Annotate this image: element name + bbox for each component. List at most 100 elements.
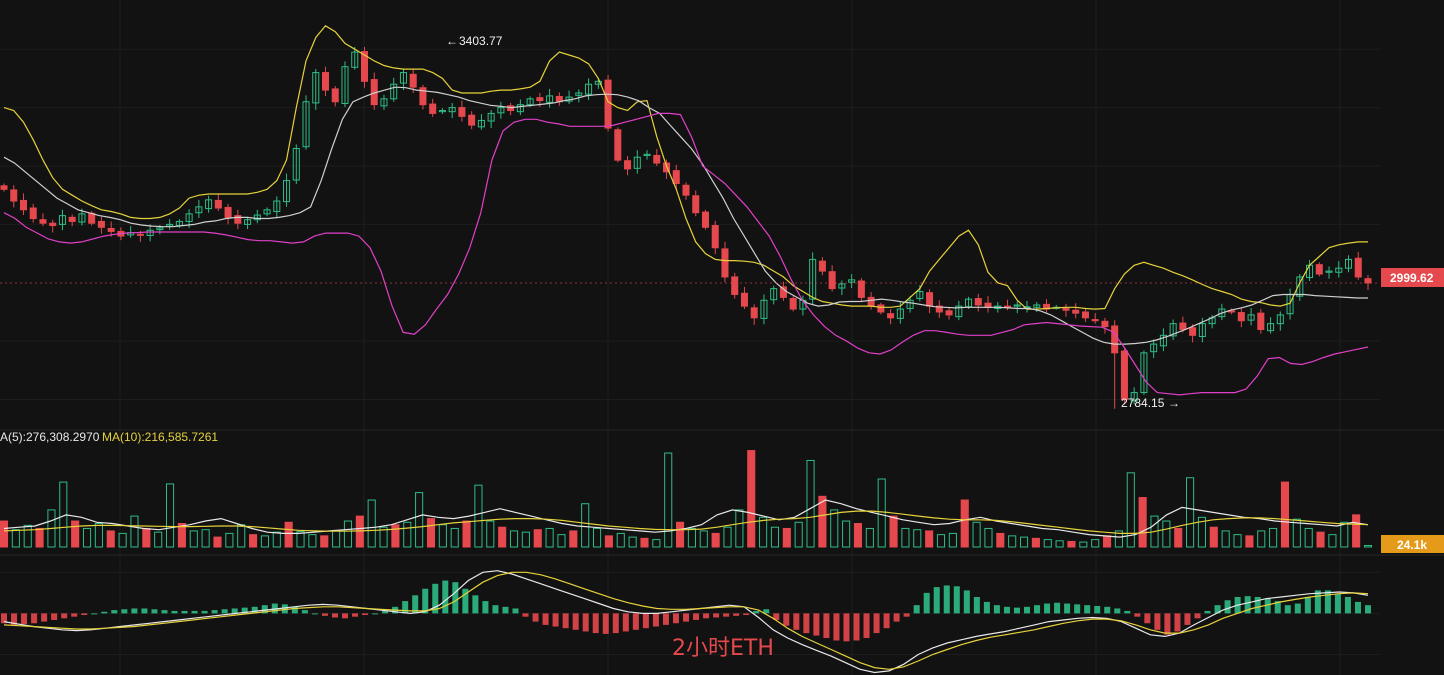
volume-bar xyxy=(782,527,791,548)
macd-histogram-bar xyxy=(412,595,419,614)
macd-histogram-bar xyxy=(943,585,950,614)
volume-bar xyxy=(343,520,353,548)
candle-body xyxy=(1296,276,1304,297)
candle-body xyxy=(19,199,28,211)
macd-histogram-bar xyxy=(101,611,108,614)
macd-histogram-bar xyxy=(301,610,308,614)
candle-body xyxy=(838,283,846,289)
macd-histogram-bar xyxy=(512,608,519,614)
macd-histogram-bar xyxy=(903,613,910,617)
macd-histogram-bar xyxy=(622,613,629,632)
candle-body xyxy=(380,98,388,107)
macd-histogram-bar xyxy=(853,613,860,641)
high-price-label: 3403.77 xyxy=(459,34,503,48)
volume-bar xyxy=(0,520,9,548)
volume-bar xyxy=(889,515,898,548)
volume-bar xyxy=(1174,527,1183,548)
volume-bar xyxy=(1067,540,1076,548)
macd-histogram-bar xyxy=(863,613,870,639)
volume-ma10-line xyxy=(3,510,1369,535)
volume-bar xyxy=(403,521,412,548)
volume-bar xyxy=(747,450,756,548)
macd-histogram-bar xyxy=(71,613,78,617)
volume-panel[interactable] xyxy=(0,450,1373,548)
macd-histogram-bar xyxy=(1214,605,1221,614)
macd-histogram-bar xyxy=(1034,605,1041,614)
candle-body xyxy=(984,302,992,308)
macd-histogram-bar xyxy=(883,613,890,629)
macd-histogram-bar xyxy=(592,613,599,634)
candle-body xyxy=(711,225,719,249)
candle-body xyxy=(78,213,86,223)
volume-bar xyxy=(82,527,92,548)
volume-bar xyxy=(11,529,20,548)
volume-bar xyxy=(996,532,1005,548)
candle-body xyxy=(1218,308,1226,318)
volume-bar xyxy=(664,452,673,548)
volume-bar xyxy=(652,539,661,548)
macd-histogram-bar xyxy=(963,590,970,614)
volume-bar xyxy=(165,483,175,548)
volume-bar xyxy=(201,529,210,548)
macd-histogram-bar xyxy=(913,605,920,614)
macd-histogram-bar xyxy=(783,613,790,626)
price-panel[interactable] xyxy=(0,25,1380,409)
macd-histogram-bar xyxy=(1074,604,1081,614)
macd-histogram-bar xyxy=(973,596,980,614)
candle-body xyxy=(1081,311,1089,319)
macd-histogram-bar xyxy=(723,613,730,617)
macd-panel[interactable] xyxy=(0,570,1372,674)
candle-body xyxy=(1325,270,1333,273)
macd-histogram-bar xyxy=(1003,606,1010,614)
volume-bar xyxy=(948,532,957,548)
candle-body xyxy=(263,209,271,215)
volume-bar xyxy=(1019,536,1029,548)
candle-body xyxy=(321,72,330,91)
candle-body xyxy=(234,215,242,224)
macd-histogram-bar xyxy=(843,613,850,642)
candle-body xyxy=(224,206,232,218)
volume-bar xyxy=(592,527,602,548)
candle-body xyxy=(107,227,115,232)
volume-bar xyxy=(1292,518,1301,548)
macd-histogram-bar xyxy=(1144,613,1151,624)
macd-histogram-bar xyxy=(1204,610,1211,614)
candle-body xyxy=(1237,312,1245,322)
candle-body xyxy=(458,107,466,117)
macd-histogram-bar xyxy=(1314,590,1321,614)
macd-histogram-bar xyxy=(1154,613,1161,630)
volume-bar xyxy=(1352,514,1361,548)
volume-bar xyxy=(1150,515,1159,548)
volume-bar xyxy=(699,530,708,548)
macd-histogram-bar xyxy=(1364,605,1372,614)
volume-bar xyxy=(118,532,127,548)
volume-bar xyxy=(1103,535,1112,548)
macd-histogram-bar xyxy=(141,608,148,614)
candle-body xyxy=(1072,309,1080,314)
volume-bar xyxy=(1055,540,1064,548)
candle-body xyxy=(146,229,154,236)
macd-histogram-bar xyxy=(532,613,539,622)
candle-body xyxy=(692,195,700,214)
volume-bar xyxy=(557,534,566,548)
volume-bar xyxy=(865,527,874,548)
macd-histogram-bar xyxy=(1013,607,1020,614)
candle-body xyxy=(497,107,505,114)
macd-histogram-bar xyxy=(251,606,258,614)
macd-histogram-bar xyxy=(472,595,479,614)
macd-histogram-bar xyxy=(341,613,349,619)
volume-bar xyxy=(1126,472,1135,548)
macd-histogram-bar xyxy=(1284,605,1291,614)
volume-bar xyxy=(426,518,436,548)
volume-bar xyxy=(1328,534,1337,548)
candle-body xyxy=(682,184,690,196)
candle-body xyxy=(848,279,856,283)
macd-histogram-bar xyxy=(562,613,569,629)
macd-histogram-bar xyxy=(1344,596,1351,614)
macd-histogram-bar xyxy=(91,613,98,615)
volume-bar xyxy=(877,478,886,548)
volume-bar xyxy=(711,532,720,548)
volume-bar xyxy=(972,521,981,548)
